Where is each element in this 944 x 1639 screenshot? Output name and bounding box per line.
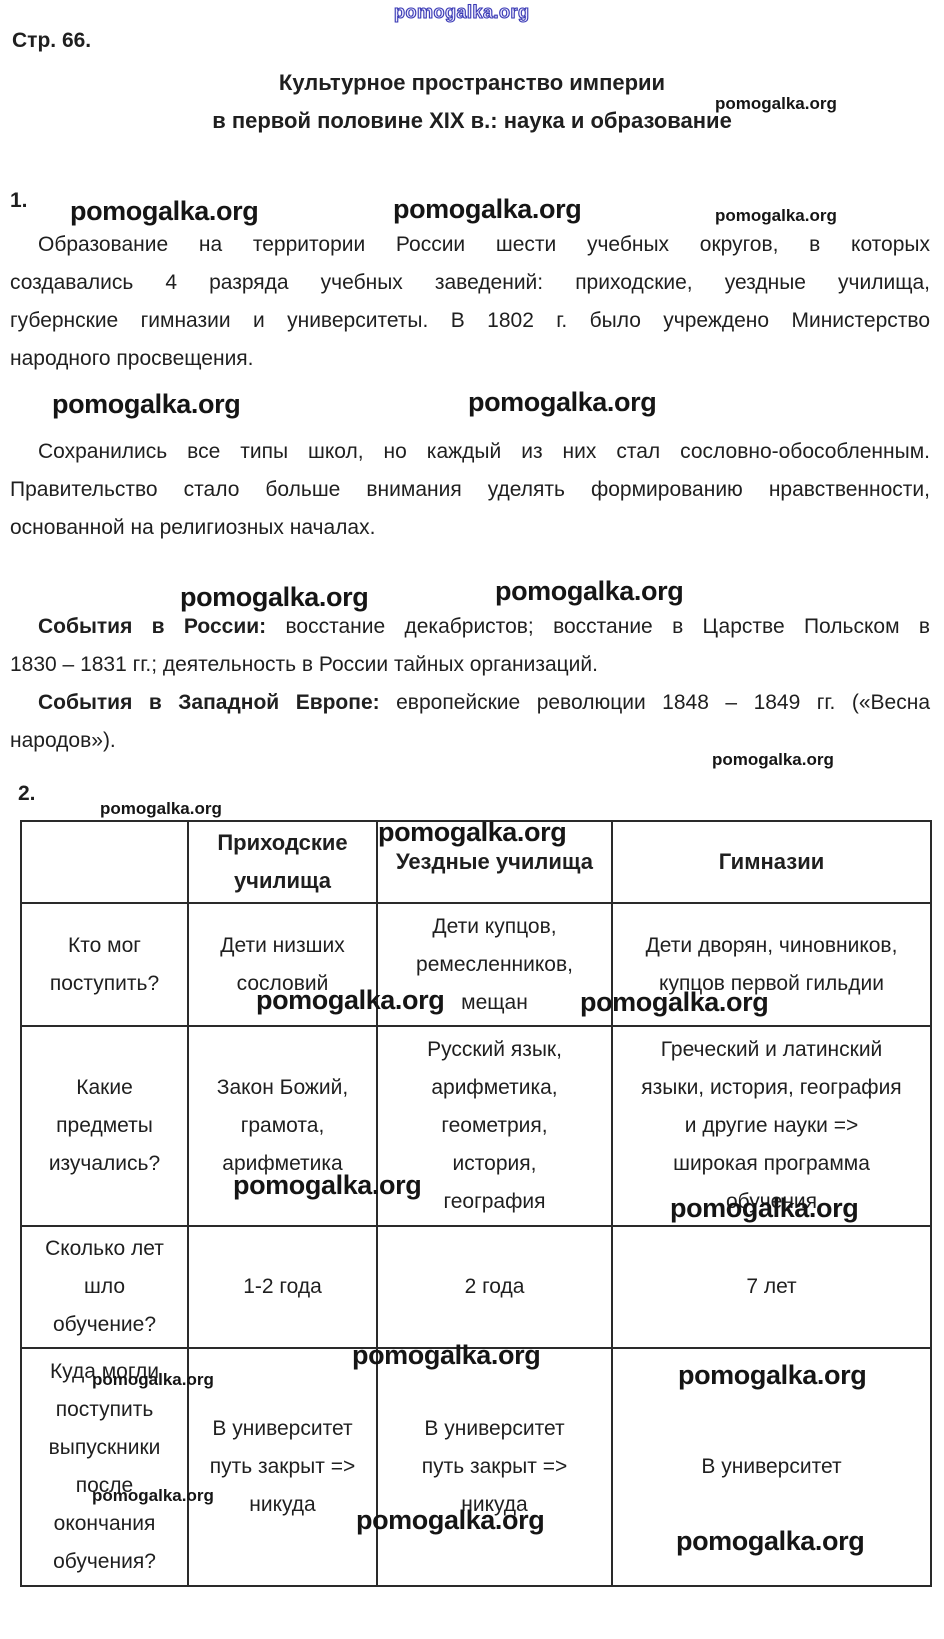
row-label-cell: Куда могли поступить выпускники после ок… — [20, 1347, 189, 1587]
body-text-line: народного просвещения. — [10, 347, 254, 370]
page-label: Стр. 66. — [12, 29, 92, 52]
body-text-line: основанной на религиозных началах. — [10, 516, 376, 539]
watermark: pomogalka.org — [495, 576, 684, 606]
comparison-table: Приходские училища Уездные училища Гимна… — [20, 820, 932, 1587]
table-cell: Русский язык, арифметика, геометрия, ист… — [376, 1025, 613, 1227]
table-row: Кто мог поступить? Дети низших сословий … — [20, 902, 932, 1027]
body-text-line: губернские гимназии и университеты. В 18… — [10, 309, 930, 332]
watermark: pomogalka.org — [678, 1360, 867, 1390]
watermark: pomogalka.org — [393, 194, 582, 224]
watermark: pomogalka.org — [356, 1505, 545, 1535]
header-cell-empty — [20, 820, 189, 904]
paragraph-events-europe: События в Западной Европе: европейские р… — [10, 684, 930, 760]
table-header-row: Приходские училища Уездные училища Гимна… — [20, 820, 932, 904]
header-cell-district-schools: Уездные училища — [376, 820, 613, 904]
events-russia-label: События в России: — [38, 615, 267, 638]
watermark: pomogalka.org — [256, 985, 445, 1015]
watermark: pomogalka.org — [715, 94, 837, 113]
watermark: pomogalka.org — [100, 799, 222, 818]
table-cell: В университет путь закрыт => никуда — [187, 1347, 378, 1587]
table-cell: Дети купцов, ремесленников, мещан — [376, 902, 613, 1027]
paragraph-education-districts: Образование на территории России шести у… — [10, 226, 930, 378]
table-cell: Дети низших сословий — [187, 902, 378, 1027]
watermark: pomogalka.org — [393, 1, 530, 22]
watermark: pomogalka.org — [233, 1170, 422, 1200]
body-text-line: Правительство стало больше внимания удел… — [10, 478, 930, 501]
table-cell: 2 года — [376, 1225, 613, 1349]
table-cell: В университет — [611, 1347, 932, 1587]
watermark: pomogalka.org — [580, 987, 769, 1017]
events-europe-text: европейские революции 1848 – 1849 гг. («… — [396, 691, 930, 714]
table-cell: Греческий и латинский языки, история, ге… — [611, 1025, 932, 1227]
watermark: pomogalka.org — [676, 1526, 865, 1556]
table-cell: 1-2 года — [187, 1225, 378, 1349]
body-text-line: создавались 4 разряда учебных заведений:… — [10, 271, 930, 294]
table-row: Куда могли поступить выпускники после ок… — [20, 1347, 932, 1587]
table-cell: Дети дворян, чиновников, купцов первой г… — [611, 902, 932, 1027]
row-label-cell: Какие предметы изучались? — [20, 1025, 189, 1227]
document-title: Культурное пространство империи в первой… — [0, 64, 944, 140]
body-text-line: Сохранились все типы школ, но каждый из … — [38, 440, 930, 463]
body-text-line: 1830 – 1831 гг.; деятельность в России т… — [10, 653, 598, 676]
watermark: pomogalka.org — [715, 206, 837, 225]
header-cell-gymnasiums: Гимназии — [611, 820, 932, 904]
table-row: Какие предметы изучались? Закон Божий, г… — [20, 1025, 932, 1227]
body-text-line: народов»). — [10, 729, 116, 752]
watermark: pomogalka.org — [670, 1193, 859, 1223]
paragraph-school-types: Сохранились все типы школ, но каждый из … — [10, 433, 930, 547]
table-cell: Закон Божий, грамота, арифметика — [187, 1025, 378, 1227]
paragraph-events-russia: События в России: восстание декабристов;… — [10, 608, 930, 684]
table-cell: В университет путь закрыт => никуда — [376, 1347, 613, 1587]
table-row: Сколько лет шло обучение? 1-2 года 2 год… — [20, 1225, 932, 1349]
table-cell: 7 лет — [611, 1225, 932, 1349]
watermark: pomogalka.org — [180, 582, 369, 612]
watermark: pomogalka.org — [52, 389, 241, 419]
row-label-cell: Сколько лет шло обучение? — [20, 1225, 189, 1349]
watermark: pomogalka.org — [712, 750, 834, 769]
body-text-line: События в России: восстание декабристов;… — [10, 608, 930, 646]
body-text-line: Образование на территории России шести у… — [38, 233, 930, 256]
body-text-line: События в Западной Европе: европейские р… — [10, 684, 930, 722]
watermark: pomogalka.org — [92, 1486, 214, 1505]
watermark: pomogalka.org — [468, 387, 657, 417]
watermark: pomogalka.org — [378, 817, 567, 847]
document-title-line2: в первой половине XIX в.: наука и образо… — [212, 108, 732, 133]
watermark: pomogalka.org — [70, 196, 259, 226]
watermark: pomogalka.org — [352, 1340, 541, 1370]
header-cell-parish-schools: Приходские училища — [187, 820, 378, 904]
watermark: pomogalka.org — [92, 1370, 214, 1389]
row-label-cell: Кто мог поступить? — [20, 902, 189, 1027]
events-russia-text: восстание декабристов; восстание в Царст… — [285, 615, 930, 638]
document-title-line1: Культурное пространство империи — [278, 70, 666, 95]
section-1-number: 1. — [10, 189, 28, 212]
section-2-number: 2. — [18, 782, 36, 805]
events-europe-label: События в Западной Европе: — [38, 691, 380, 714]
